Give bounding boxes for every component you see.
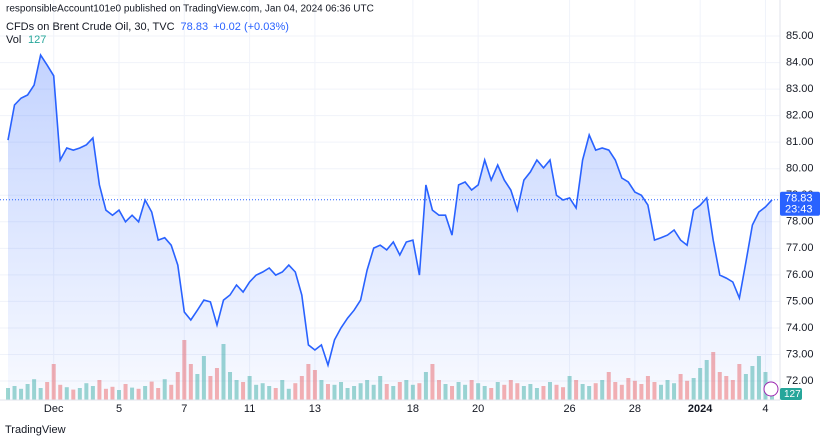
countdown: 23:43 [785,204,813,216]
y-tick-label: 74.00 [786,322,814,334]
price-line [7,53,773,368]
y-tick-label: 77.00 [786,242,814,254]
area-fill [8,55,772,400]
x-tick-label: 28 [629,403,641,415]
y-tick-label: 85.00 [786,30,814,42]
y-tick-label: 81.00 [786,136,814,148]
x-tick-label: 11 [244,403,255,415]
y-tick-label: 78.00 [786,216,814,228]
x-tick-label: Dec [44,403,64,415]
x-tick-label: 5 [116,403,122,415]
volume-label-box [780,388,802,400]
y-tick-label: 82.00 [786,110,814,122]
vol-label: Vol [6,34,21,46]
symbol: CFDs on Brent Crude Oil, 30, TVC [6,21,175,33]
y-tick-label: 72.00 [786,375,814,387]
y-tick-label: 84.00 [786,56,814,68]
y-tick-label: 75.00 [786,295,814,307]
x-tick-label: 7 [181,403,187,415]
y-tick-label: 83.00 [786,83,814,95]
published-note: responsibleAccount101e0 published on Tra… [6,4,374,15]
x-tick-label: 13 [309,403,321,415]
y-tick-label: 76.00 [786,269,814,281]
brand: TradingView [5,424,66,436]
header-price: 78.83 [181,21,209,33]
x-tick-label: 26 [563,403,575,415]
x-tick-label: 2024 [688,403,713,415]
x-tick-label: 4 [762,403,768,415]
y-tick-label: 80.00 [786,163,814,175]
alert-icon [763,381,779,397]
x-tick-label: 18 [407,403,419,415]
volume-label: 127 [784,389,801,400]
y-tick-label: 73.00 [786,348,814,360]
price-label-box [780,191,820,216]
x-tick-label: 20 [472,403,484,415]
header-volume: 127 [28,34,46,46]
price-label: 78.83 [785,193,813,205]
header-change: +0.02 (+0.03%) [213,21,289,33]
